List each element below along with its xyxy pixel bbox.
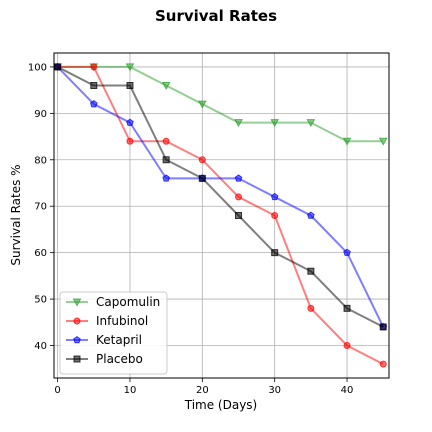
data-point: [343, 304, 351, 312]
data-point: [90, 82, 98, 89]
data-point: [270, 119, 280, 128]
x-tick-label: 20: [196, 385, 209, 396]
legend-item: Ketapril: [66, 333, 142, 347]
data-point: [198, 174, 206, 182]
data-point: [161, 82, 171, 91]
series-line: [57, 65, 384, 143]
data-point: [342, 137, 352, 146]
legend-marker: [73, 355, 81, 363]
x-tick-label: 0: [54, 385, 60, 396]
data-point: [126, 118, 134, 126]
legend-label: Ketapril: [96, 333, 142, 347]
y-tick-label: 70: [34, 202, 47, 213]
data-point: [235, 193, 243, 201]
y-tick-label: 80: [34, 155, 47, 166]
data-point: [197, 100, 207, 109]
data-point: [307, 211, 315, 219]
legend: Capomulin Infubinol Ketapril Placebo: [59, 291, 168, 375]
data-point: [126, 82, 134, 89]
x-tick-label: 30: [268, 385, 281, 396]
data-point: [343, 342, 351, 349]
data-point: [234, 119, 243, 128]
legend-marker: [72, 298, 82, 307]
legend-marker: [73, 335, 81, 344]
data-point: [198, 156, 206, 164]
data-point: [126, 137, 134, 145]
series-placebo: [54, 63, 387, 331]
y-tick-label: 50: [34, 295, 47, 306]
x-axis-label: Time (Days): [184, 398, 258, 412]
data-point: [379, 360, 387, 368]
legend-label: Capomulin: [96, 295, 160, 309]
data-point: [378, 137, 388, 146]
legend-item: Capomulin: [66, 295, 160, 309]
legend-item: Placebo: [66, 352, 143, 366]
data-point: [162, 137, 170, 145]
data-point: [90, 63, 98, 71]
y-tick-label: 60: [34, 248, 47, 259]
y-tick-label: 40: [34, 341, 47, 352]
legend-item: Infubinol: [66, 314, 148, 328]
data-point: [235, 212, 243, 219]
x-tick-label: 40: [341, 385, 354, 396]
data-point: [162, 174, 170, 182]
data-point: [307, 304, 315, 312]
data-point: [306, 119, 316, 128]
data-point: [234, 174, 243, 182]
x-tick-label: 10: [124, 385, 137, 396]
y-axis-label: Survival Rates %: [9, 164, 23, 265]
data-point: [270, 192, 279, 201]
data-point: [54, 63, 62, 71]
x-ticks: 0 10 20 30 40: [54, 378, 353, 396]
data-point: [343, 248, 351, 256]
y-tick-label: 100: [28, 62, 47, 73]
y-ticks: 40 50 60 70 80 90 100: [28, 62, 54, 352]
series-layer: [53, 62, 388, 368]
legend-marker: [73, 317, 81, 325]
data-point: [89, 100, 98, 108]
data-point: [307, 267, 315, 275]
legend-label: Placebo: [96, 352, 143, 366]
series-line: [57, 66, 384, 328]
plot-frame: [53, 52, 390, 379]
data-point: [162, 156, 170, 164]
y-tick-label: 90: [34, 109, 47, 120]
chart-title: Survival Rates: [155, 7, 277, 25]
data-point: [271, 249, 279, 257]
data-point: [125, 63, 135, 72]
data-point: [271, 212, 279, 219]
legend-box: [59, 291, 168, 375]
data-point: [379, 323, 387, 331]
series-line: [56, 66, 385, 328]
legend-label: Infubinol: [96, 314, 148, 328]
